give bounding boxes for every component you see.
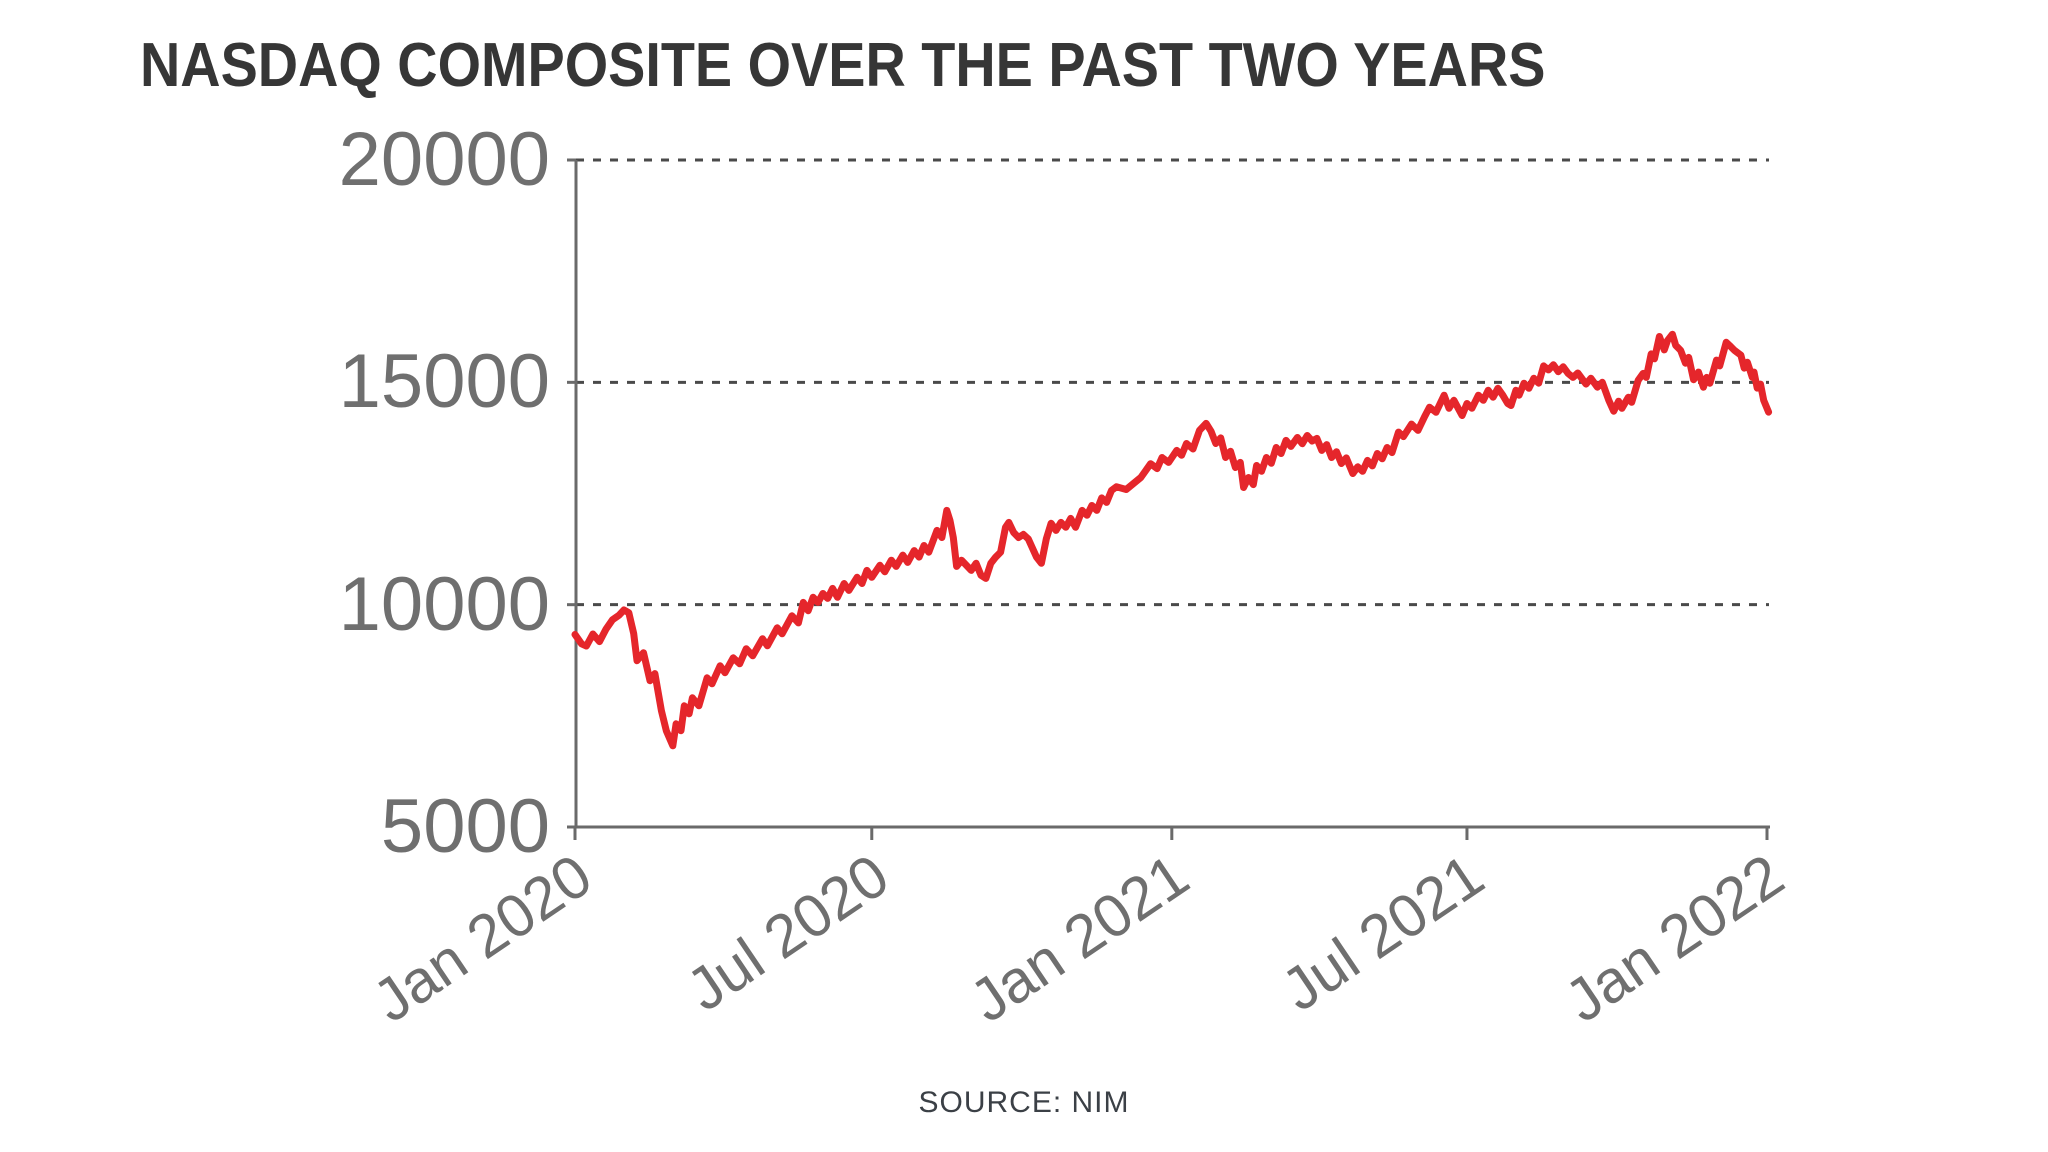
source-attribution: SOURCE: NIM bbox=[918, 1086, 1130, 1119]
y-tick-label: 20000 bbox=[338, 117, 550, 202]
chart-title: NASDAQ COMPOSITE OVER THE PAST TWO YEARS bbox=[140, 31, 1546, 100]
y-tick-label: 10000 bbox=[338, 561, 550, 647]
y-tick-label: 5000 bbox=[380, 784, 550, 869]
series-line-nasdaq-composite bbox=[571, 330, 1773, 750]
y-tick-label: 15000 bbox=[338, 339, 550, 425]
